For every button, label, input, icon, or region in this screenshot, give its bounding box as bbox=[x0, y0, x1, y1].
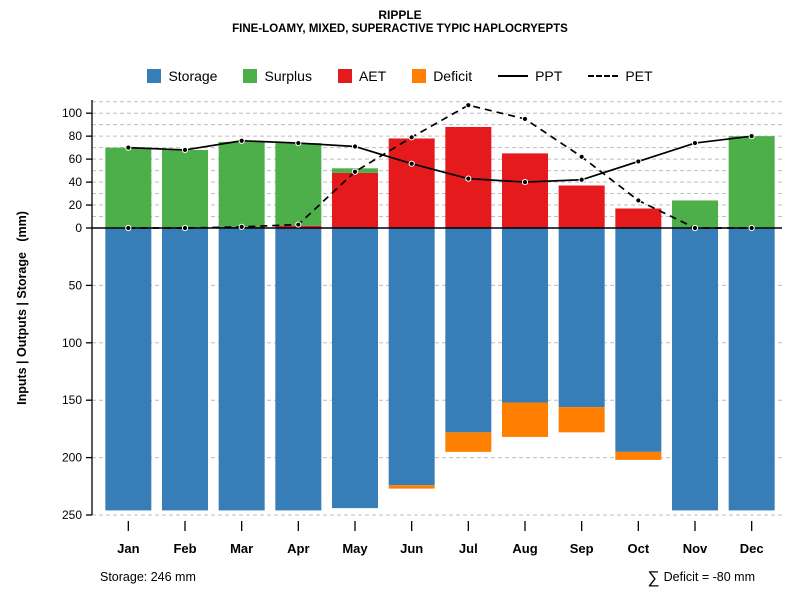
svg-text:Mar: Mar bbox=[230, 541, 253, 556]
svg-text:May: May bbox=[342, 541, 368, 556]
legend-label-aet: AET bbox=[358, 68, 387, 84]
deficit-total-note: ∑ Deficit = -80 mm bbox=[648, 568, 755, 588]
legend-label-deficit: Deficit bbox=[433, 68, 473, 84]
svg-text:Nov: Nov bbox=[683, 541, 708, 556]
svg-text:Apr: Apr bbox=[287, 541, 309, 556]
svg-text:Oct: Oct bbox=[627, 541, 649, 556]
y-axis-label: Inputs | Outputs | Storage (mm) bbox=[15, 211, 29, 405]
deficit-swatch-icon bbox=[412, 69, 427, 83]
surplus-swatch-icon bbox=[243, 69, 258, 83]
legend-item-deficit: Deficit bbox=[412, 68, 472, 84]
aet-swatch-icon bbox=[337, 69, 352, 83]
svg-text:Jan: Jan bbox=[117, 541, 139, 556]
sigma-symbol: ∑ bbox=[647, 568, 660, 587]
svg-text:20: 20 bbox=[69, 198, 83, 212]
chart-title: RIPPLE bbox=[378, 8, 422, 22]
storage-swatch-icon bbox=[147, 69, 162, 83]
svg-text:250: 250 bbox=[62, 508, 82, 522]
svg-text:Dec: Dec bbox=[740, 541, 764, 556]
legend-item-pet: PET bbox=[588, 68, 653, 84]
svg-text:Feb: Feb bbox=[173, 541, 196, 556]
svg-text:40: 40 bbox=[69, 175, 83, 189]
legend-item-storage: Storage bbox=[147, 68, 217, 84]
pet-line-icon bbox=[588, 75, 619, 77]
svg-text:0: 0 bbox=[75, 221, 82, 235]
legend-label-pet: PET bbox=[625, 68, 653, 84]
legend-item-ppt: PPT bbox=[498, 68, 562, 84]
legend-item-surplus: Surplus bbox=[243, 68, 312, 84]
legend-item-aet: AET bbox=[337, 68, 387, 84]
svg-text:Sep: Sep bbox=[570, 541, 594, 556]
legend-label-surplus: Surplus bbox=[264, 68, 312, 84]
svg-text:Jun: Jun bbox=[400, 541, 423, 556]
svg-text:100: 100 bbox=[62, 336, 82, 350]
deficit-total-text: Deficit = -80 mm bbox=[663, 570, 755, 584]
ppt-line-icon bbox=[498, 75, 529, 77]
storage-total-note: Storage: 246 mm bbox=[100, 570, 196, 584]
svg-text:60: 60 bbox=[69, 152, 83, 166]
svg-text:Jul: Jul bbox=[459, 541, 478, 556]
svg-text:200: 200 bbox=[62, 451, 82, 465]
chart-legend: Storage Surplus AET Deficit PPT PET bbox=[0, 66, 800, 86]
svg-text:80: 80 bbox=[69, 129, 83, 143]
svg-text:Aug: Aug bbox=[512, 541, 537, 556]
legend-label-storage: Storage bbox=[168, 68, 218, 84]
legend-label-ppt: PPT bbox=[535, 68, 563, 84]
svg-text:150: 150 bbox=[62, 393, 82, 407]
chart-subtitle: FINE-LOAMY, MIXED, SUPERACTIVE TYPIC HAP… bbox=[232, 23, 568, 35]
svg-text:50: 50 bbox=[69, 278, 83, 292]
svg-text:100: 100 bbox=[62, 106, 82, 120]
